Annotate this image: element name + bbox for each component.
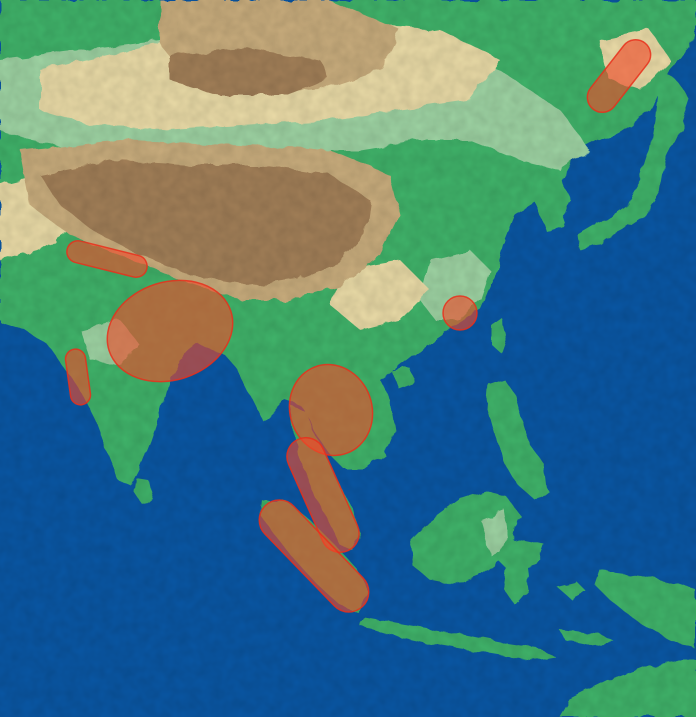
malay-peninsula-strip [286,436,360,554]
west-india-coast-strip [64,348,92,406]
north-india-strip [66,239,148,279]
south-china-circle [442,295,478,331]
indochina-ellipse [288,363,374,457]
manchuria-strip [586,38,652,114]
bengal-bay-ellipse [106,279,234,383]
sumatra-strip [258,499,370,613]
highlight-layer [64,38,652,613]
